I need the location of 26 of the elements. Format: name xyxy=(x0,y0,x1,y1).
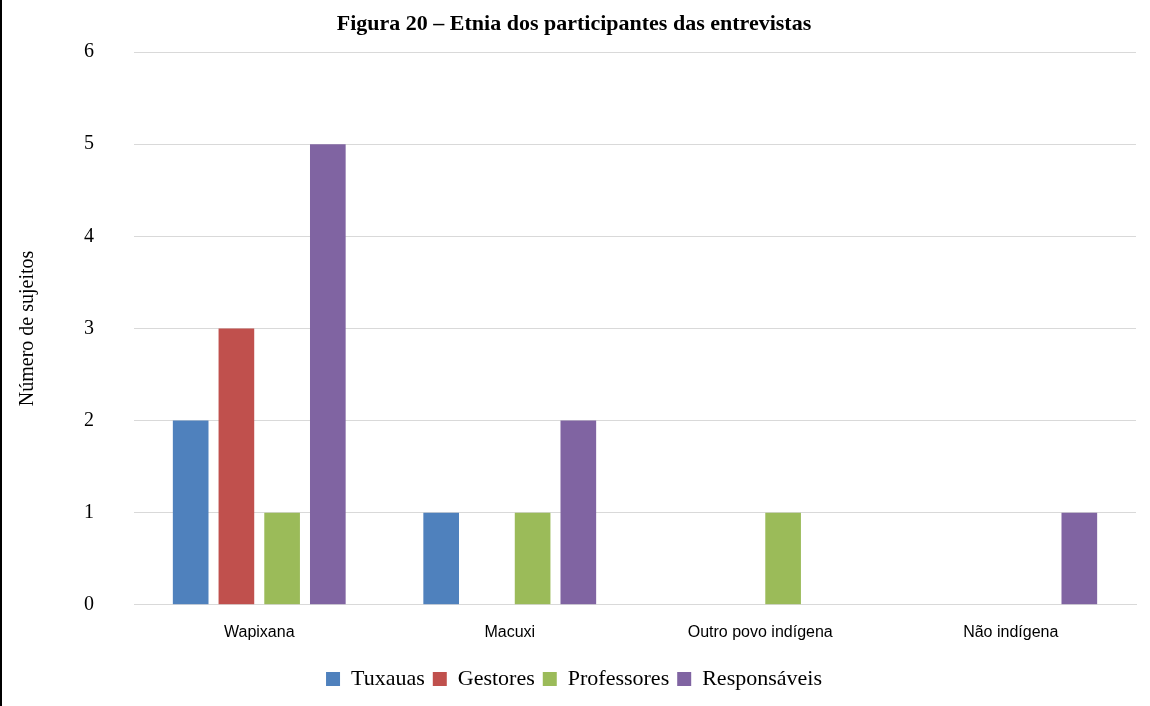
bar xyxy=(310,144,346,605)
bar xyxy=(514,512,551,605)
x-tick-label: Não indígena xyxy=(963,622,1059,640)
bar xyxy=(218,328,255,605)
y-tick-label: 0 xyxy=(84,592,94,615)
bar xyxy=(765,512,801,605)
y-tick-label: 4 xyxy=(84,223,94,246)
bar xyxy=(172,420,209,605)
y-tick-label: 6 xyxy=(84,39,94,62)
legend-label: Gestores xyxy=(457,664,535,690)
bar xyxy=(560,420,597,605)
y-tick-label: 2 xyxy=(84,407,94,430)
chart-title: Figura 20 – Etnia dos participantes das entrevistas xyxy=(336,10,812,36)
legend-label: Professores xyxy=(567,664,670,690)
bar xyxy=(423,512,460,605)
x-tick-label: Wapixana xyxy=(223,622,295,640)
bar xyxy=(1061,512,1098,605)
y-tick-label: 3 xyxy=(84,315,94,338)
legend-label: Tuxauas xyxy=(351,664,425,690)
y-tick-label: 1 xyxy=(84,499,94,522)
y-tick-label: 5 xyxy=(84,131,94,154)
legend-label: Responsáveis xyxy=(702,664,822,690)
x-tick-label: Macuxi xyxy=(484,622,536,640)
bar xyxy=(264,512,300,605)
x-tick-label: Outro povo indígena xyxy=(687,622,833,640)
y-axis-title: Número de sujeitos xyxy=(15,250,39,407)
